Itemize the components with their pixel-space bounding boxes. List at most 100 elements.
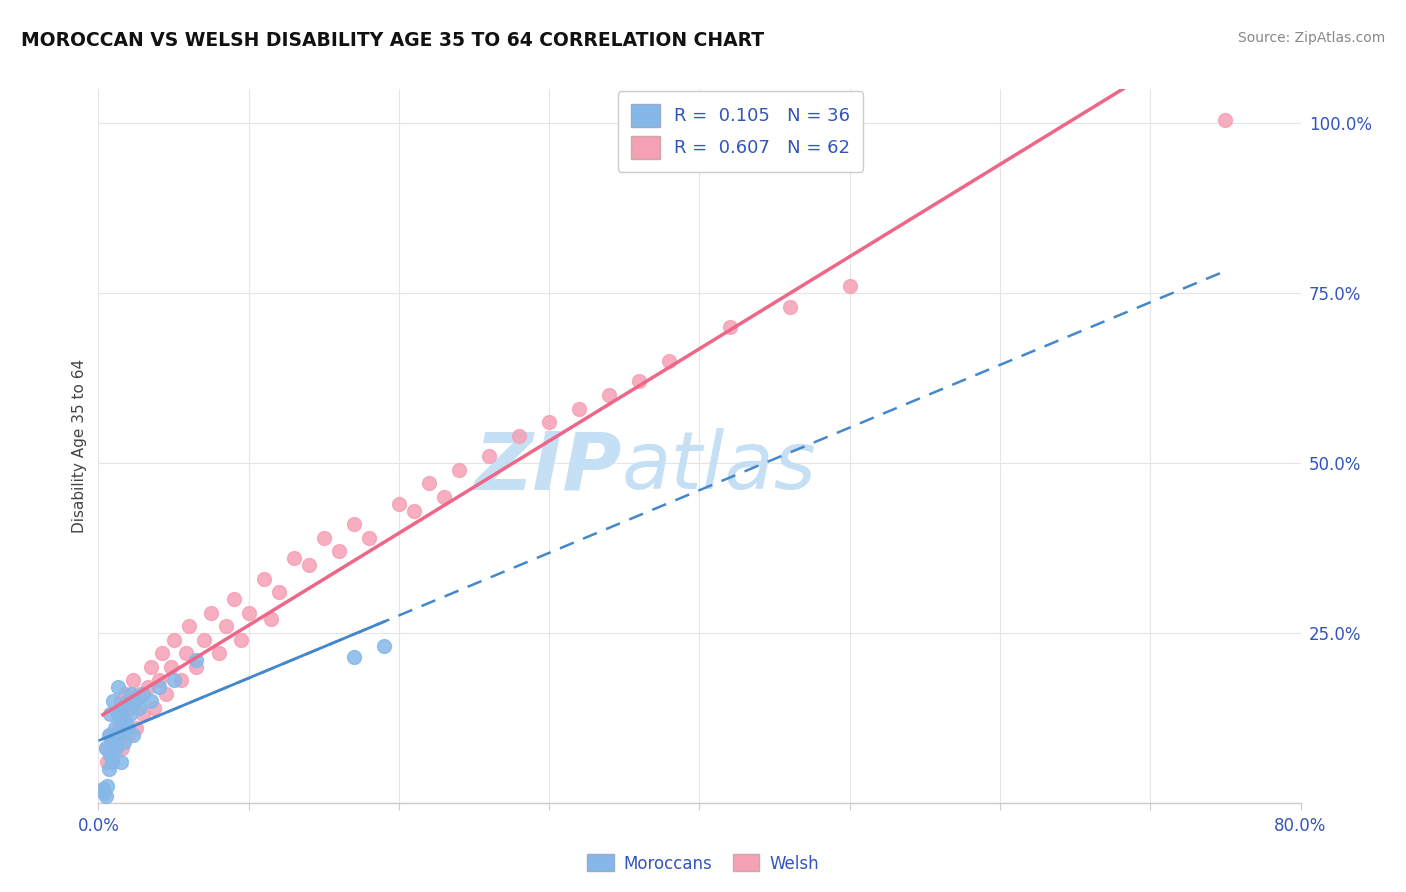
- Point: [103, 748, 125, 763]
- Point: [132, 687, 155, 701]
- Point: [108, 728, 131, 742]
- Point: [100, 707, 122, 722]
- Point: [122, 728, 145, 742]
- Point: [93, 786, 115, 800]
- Point: [110, 755, 132, 769]
- Point: [107, 680, 129, 694]
- Point: [159, 660, 181, 674]
- Point: [150, 646, 173, 660]
- Point: [115, 694, 138, 708]
- Text: Source: ZipAtlas.com: Source: ZipAtlas.com: [1237, 31, 1385, 45]
- Point: [128, 687, 150, 701]
- Legend: Moroccans, Welsh: Moroccans, Welsh: [581, 847, 825, 880]
- Text: ZIP: ZIP: [474, 428, 621, 507]
- Point: [628, 375, 651, 389]
- Point: [110, 714, 132, 729]
- Point: [718, 320, 741, 334]
- Y-axis label: Disability Age 35 to 64: Disability Age 35 to 64: [72, 359, 87, 533]
- Point: [114, 714, 136, 729]
- Point: [343, 649, 366, 664]
- Point: [143, 700, 166, 714]
- Point: [111, 741, 134, 756]
- Point: [418, 476, 440, 491]
- Point: [125, 721, 148, 735]
- Point: [388, 497, 411, 511]
- Point: [177, 619, 200, 633]
- Point: [117, 721, 139, 735]
- Point: [139, 660, 162, 674]
- Point: [658, 354, 681, 368]
- Point: [402, 503, 425, 517]
- Point: [155, 687, 177, 701]
- Point: [478, 449, 501, 463]
- Point: [215, 619, 238, 633]
- Point: [200, 606, 222, 620]
- Point: [148, 673, 170, 688]
- Point: [96, 779, 118, 793]
- Point: [94, 741, 117, 756]
- Point: [433, 490, 456, 504]
- Point: [779, 300, 801, 314]
- Point: [184, 653, 207, 667]
- Point: [162, 673, 184, 688]
- Point: [94, 741, 117, 756]
- Point: [105, 734, 128, 748]
- Point: [114, 687, 136, 701]
- Point: [117, 728, 139, 742]
- Point: [94, 789, 117, 803]
- Point: [343, 517, 366, 532]
- Point: [312, 531, 335, 545]
- Point: [103, 694, 125, 708]
- Point: [110, 694, 132, 708]
- Point: [538, 415, 561, 429]
- Point: [104, 721, 127, 735]
- Point: [508, 429, 530, 443]
- Point: [193, 632, 215, 647]
- Point: [107, 707, 129, 722]
- Point: [373, 640, 395, 654]
- Point: [267, 585, 290, 599]
- Point: [103, 734, 125, 748]
- Point: [298, 558, 321, 572]
- Point: [136, 680, 159, 694]
- Point: [118, 707, 141, 722]
- Point: [184, 660, 207, 674]
- Point: [283, 551, 305, 566]
- Point: [568, 401, 591, 416]
- Point: [101, 755, 124, 769]
- Point: [100, 748, 122, 763]
- Point: [447, 463, 470, 477]
- Point: [111, 700, 134, 714]
- Point: [108, 721, 131, 735]
- Legend: R =  0.105   N = 36, R =  0.607   N = 62: R = 0.105 N = 36, R = 0.607 N = 62: [619, 91, 863, 172]
- Point: [598, 388, 620, 402]
- Point: [1215, 112, 1237, 127]
- Text: atlas: atlas: [621, 428, 815, 507]
- Point: [238, 606, 260, 620]
- Point: [105, 741, 128, 756]
- Point: [139, 694, 162, 708]
- Point: [91, 782, 114, 797]
- Point: [838, 279, 860, 293]
- Point: [121, 700, 143, 714]
- Point: [122, 673, 145, 688]
- Point: [222, 591, 245, 606]
- Point: [125, 694, 148, 708]
- Text: MOROCCAN VS WELSH DISABILITY AGE 35 TO 64 CORRELATION CHART: MOROCCAN VS WELSH DISABILITY AGE 35 TO 6…: [21, 31, 765, 50]
- Point: [97, 762, 120, 776]
- Point: [112, 714, 135, 729]
- Point: [97, 728, 120, 742]
- Point: [328, 544, 350, 558]
- Point: [208, 646, 231, 660]
- Point: [107, 707, 129, 722]
- Point: [260, 612, 283, 626]
- Point: [100, 728, 122, 742]
- Point: [162, 632, 184, 647]
- Point: [253, 572, 276, 586]
- Point: [148, 680, 170, 694]
- Point: [231, 632, 253, 647]
- Point: [357, 531, 380, 545]
- Point: [170, 673, 193, 688]
- Point: [112, 734, 135, 748]
- Point: [96, 755, 118, 769]
